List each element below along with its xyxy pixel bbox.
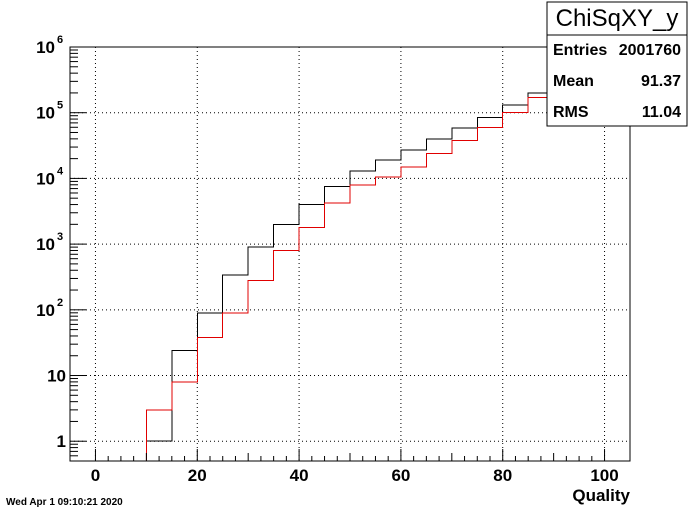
y-tick-exponent: 3 (57, 231, 63, 243)
y-tick-label: 1 (57, 432, 66, 451)
timestamp: Wed Apr 1 09:10:21 2020 (6, 497, 123, 508)
stats-box-frame (546, 1, 688, 127)
y-tick-label: 10 (36, 301, 55, 320)
x-tick-label: 0 (91, 466, 100, 485)
x-tick-label: 60 (391, 466, 410, 485)
histogram-series-1 (70, 58, 630, 462)
series-layer (70, 58, 630, 462)
y-tick-label: 10 (47, 367, 66, 386)
y-tick-exponent: 2 (57, 297, 63, 309)
stats-box: ChiSqXY_y Entries 2001760 Mean 91.37 RMS… (546, 1, 688, 127)
plot-border (69, 46, 631, 462)
y-tick-label: 10 (36, 38, 55, 57)
stats-rms-value: 11.04 (642, 104, 681, 121)
x-tick-label: 80 (493, 466, 512, 485)
x-tick-label: 100 (590, 466, 618, 485)
histogram-series-2 (70, 61, 630, 462)
stats-entries-label: Entries (553, 42, 607, 59)
stats-title: ChiSqXY_y (556, 5, 679, 32)
y-tick-exponent: 4 (57, 165, 64, 177)
x-tick-label: 40 (290, 466, 309, 485)
plot-frame (69, 46, 631, 462)
stats-entries-value: 2001760 (619, 42, 681, 59)
y-tick-exponent: 5 (57, 100, 63, 112)
y-tick-exponent: 6 (57, 34, 63, 46)
y-tick-label: 10 (36, 104, 55, 123)
axis-ticks (70, 46, 606, 462)
stats-rms-label: RMS (553, 104, 589, 121)
x-tick-label: 20 (188, 466, 207, 485)
stats-mean-label: Mean (553, 73, 594, 90)
stats-mean-value: 91.37 (641, 73, 681, 90)
y-tick-label: 10 (36, 169, 55, 188)
y-tick-label: 10 (36, 235, 55, 254)
x-axis-title: Quality (572, 486, 630, 505)
grid-lines (70, 46, 630, 461)
